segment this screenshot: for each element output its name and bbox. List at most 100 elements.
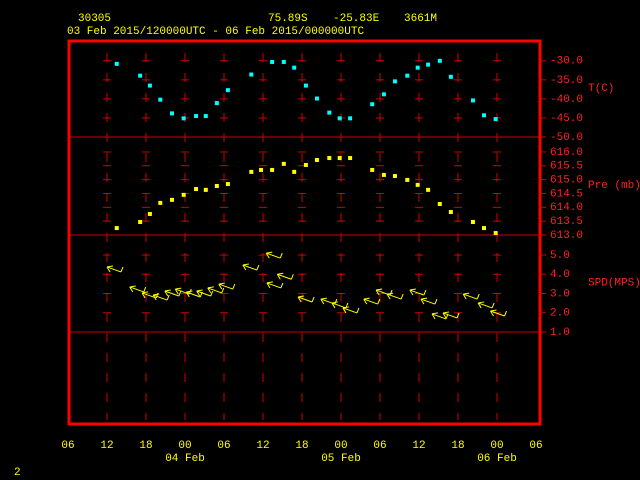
wind-barb [386,292,404,300]
data-point [181,116,186,121]
panel-label: T(C) [588,83,614,95]
wind-barb [363,297,381,305]
data-point [405,73,410,78]
y-tick-label: -30.0 [550,56,583,68]
x-tick-label: 18 [139,440,152,452]
panel-label: SPD(MPS) [588,277,640,289]
data-point [292,169,297,174]
wind-barb [409,288,427,296]
wind-barb [331,301,349,309]
x-tick-label: 18 [295,440,308,452]
latitude: 75.89S [268,13,308,25]
data-point [303,83,308,88]
wind-barb [320,297,338,305]
data-point [437,201,442,206]
wind-barb [375,288,393,296]
y-tick-label: -45.0 [550,113,583,125]
data-point [426,62,431,67]
data-point [493,117,498,122]
data-point [181,192,186,197]
data-point [470,98,475,103]
data-point [482,113,486,118]
data-point [270,167,275,172]
data-point [415,65,420,70]
data-point [337,116,342,121]
y-tick-label: 2.0 [550,308,570,320]
wind-barb [490,309,507,317]
wind-barb [242,263,260,271]
data-point [170,197,174,202]
x-tick-label: 00 [490,440,503,452]
data-point [448,210,453,215]
wind-barb [477,301,495,309]
page-number: 2 [14,467,21,479]
data-point [348,156,353,161]
data-point [415,182,420,187]
wind-barb [297,295,315,303]
y-tick-label: 3.0 [550,288,570,300]
wind-barb [129,285,147,293]
data-point [147,211,152,216]
data-point [249,72,254,77]
period: 03 Feb 2015/120000UTC - 06 Feb 2015/0000… [67,26,364,38]
data-point [249,169,254,174]
wind-barb [207,286,225,294]
y-tick-label: 1.0 [550,327,570,339]
x-tick-label: 00 [334,440,347,452]
x-tick-label: 06 [373,440,386,452]
wind-barb [196,289,214,297]
data-point [426,187,431,192]
x-tick-label: 06 [61,440,74,452]
data-point [337,156,342,161]
y-tick-label: 615.5 [550,161,583,173]
data-point [348,116,353,121]
x-tick-label: 06 [529,440,542,452]
longitude: -25.83E [333,13,380,25]
data-point [114,61,119,66]
data-point [158,97,163,102]
data-point [138,219,143,224]
x-tick-label: 12 [100,440,113,452]
data-point [158,200,163,205]
y-tick-label: 616.0 [550,147,583,159]
data-point [225,182,230,187]
data-point [114,226,119,231]
wind-barb [276,272,294,280]
data-point [405,177,410,182]
wind-barb [141,291,159,299]
data-point [214,101,219,106]
data-point [381,92,386,97]
data-point [170,111,174,116]
data-point [314,157,319,162]
data-point [270,59,275,64]
data-point [225,88,230,93]
data-point [314,96,319,101]
wind-barb [431,312,449,320]
y-tick-label: 614.0 [550,202,583,214]
x-tick-label: 12 [256,440,269,452]
wind-barb [265,251,283,259]
data-point [281,59,286,64]
wind-barb [174,287,192,295]
y-tick-label: 614.5 [550,188,583,200]
date-label: 05 Feb [321,453,361,465]
y-tick-label: 613.5 [550,216,583,228]
wind-barb [442,311,460,319]
data-point [370,102,375,107]
x-tick-label: 06 [217,440,230,452]
data-point [194,114,199,119]
data-point [203,187,208,192]
wind-barb [420,297,438,305]
data-point [327,110,332,115]
data-point [292,65,297,70]
y-tick-label: -50.0 [550,132,583,144]
wind-barb [462,292,480,300]
y-tick-label: 613.0 [550,230,583,242]
y-tick-label: 4.0 [550,269,570,281]
data-point [493,231,498,236]
y-tick-label: -35.0 [550,75,583,87]
y-tick-label: 5.0 [550,250,570,262]
x-tick-label: 12 [412,440,425,452]
data-point [147,83,152,88]
